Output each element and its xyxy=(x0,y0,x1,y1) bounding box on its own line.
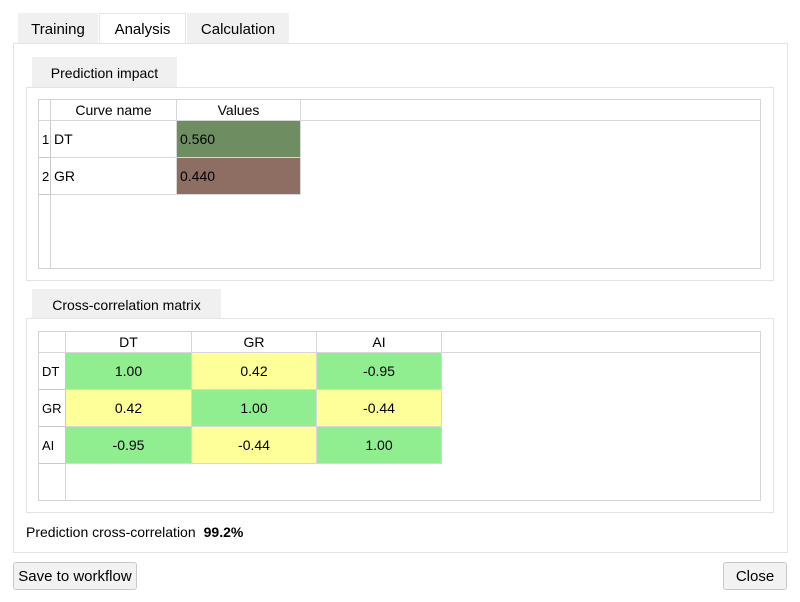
tab-training[interactable]: Training xyxy=(18,13,98,44)
cell-value: -0.95 xyxy=(112,437,145,453)
header-divider xyxy=(442,352,760,353)
matrix-cell[interactable]: -0.44 xyxy=(192,427,317,464)
prediction-cross-correlation: Prediction cross-correlation 99.2% xyxy=(26,523,243,541)
cell-value: 0.42 xyxy=(240,363,268,379)
prediction-impact-title: Prediction impact xyxy=(50,65,159,81)
tab-label: Calculation xyxy=(200,20,276,38)
column-header-curve-name[interactable]: Curve name xyxy=(51,100,177,121)
close-button[interactable]: Close xyxy=(723,562,787,590)
table-cell-value[interactable]: 0.440 xyxy=(177,158,301,195)
tab-calculation[interactable]: Calculation xyxy=(187,13,289,44)
table-cell-curve-name[interactable]: DT xyxy=(51,121,177,158)
row-header[interactable]: AI xyxy=(39,427,66,464)
column-header-gr[interactable]: GR xyxy=(192,332,317,353)
table-cell-value[interactable]: 0.560 xyxy=(177,121,301,158)
curve-value: 0.440 xyxy=(180,168,216,184)
table-corner xyxy=(39,100,51,121)
column-header-label: DT xyxy=(119,334,138,350)
matrix-cell[interactable]: -0.95 xyxy=(317,353,442,390)
column-header-label: GR xyxy=(243,334,265,350)
row-header[interactable]: 1 xyxy=(39,121,51,158)
cell-value: 1.00 xyxy=(365,437,393,453)
cross-correlation-table: DT GR AI DT 1.00 0.42 -0.95 GR 0.42 1.00… xyxy=(38,331,761,501)
matrix-cell[interactable]: 1.00 xyxy=(192,390,317,427)
row-label: GR xyxy=(42,400,62,416)
column-header-values[interactable]: Values xyxy=(177,100,301,121)
row-index: 2 xyxy=(42,168,50,184)
row-header[interactable]: 2 xyxy=(39,158,51,195)
column-header-ai[interactable]: AI xyxy=(317,332,442,353)
prediction-impact-table: Curve name Values 1 DT 0.560 2 GR 0.440 xyxy=(38,99,761,269)
header-divider xyxy=(301,120,760,121)
curve-name: GR xyxy=(54,168,75,184)
button-label: Save to workflow xyxy=(18,567,132,585)
column-header-dt[interactable]: DT xyxy=(66,332,192,353)
save-to-workflow-button[interactable]: Save to workflow xyxy=(13,562,137,590)
matrix-cell[interactable]: -0.95 xyxy=(66,427,192,464)
row-header[interactable]: DT xyxy=(39,353,66,390)
curve-value: 0.560 xyxy=(180,131,216,147)
matrix-cell[interactable]: 0.42 xyxy=(192,353,317,390)
row-header-strip xyxy=(39,195,51,268)
matrix-cell[interactable]: -0.44 xyxy=(317,390,442,427)
summary-label: Prediction cross-correlation xyxy=(26,524,196,540)
curve-name: DT xyxy=(54,131,73,147)
row-label: AI xyxy=(42,437,55,453)
table-cell-curve-name[interactable]: GR xyxy=(51,158,177,195)
cell-value: 1.00 xyxy=(240,400,268,416)
matrix-cell[interactable]: 1.00 xyxy=(317,427,442,464)
tab-label: Training xyxy=(31,20,85,38)
column-header-label: Values xyxy=(217,102,260,118)
cell-value: -0.44 xyxy=(363,400,395,416)
column-header-label: AI xyxy=(372,334,386,350)
row-label: DT xyxy=(42,363,60,379)
cross-correlation-title: Cross-correlation matrix xyxy=(52,297,201,313)
row-index: 1 xyxy=(42,131,50,147)
cell-value: -0.44 xyxy=(238,437,270,453)
matrix-cell[interactable]: 0.42 xyxy=(66,390,192,427)
row-header-strip xyxy=(39,464,66,500)
table-corner xyxy=(39,332,66,353)
cell-value: 0.42 xyxy=(114,400,143,416)
summary-value: 99.2% xyxy=(203,524,244,540)
tab-label: Analysis xyxy=(114,20,171,38)
prediction-impact-header: Prediction impact xyxy=(32,57,177,89)
cell-value: -0.95 xyxy=(363,363,395,379)
column-header-label: Curve name xyxy=(75,102,152,118)
button-label: Close xyxy=(735,567,775,585)
matrix-cell[interactable]: 1.00 xyxy=(66,353,192,390)
tab-analysis[interactable]: Analysis xyxy=(99,13,186,44)
cell-value: 1.00 xyxy=(114,363,143,379)
row-header[interactable]: GR xyxy=(39,390,66,427)
cross-correlation-header: Cross-correlation matrix xyxy=(32,289,221,321)
